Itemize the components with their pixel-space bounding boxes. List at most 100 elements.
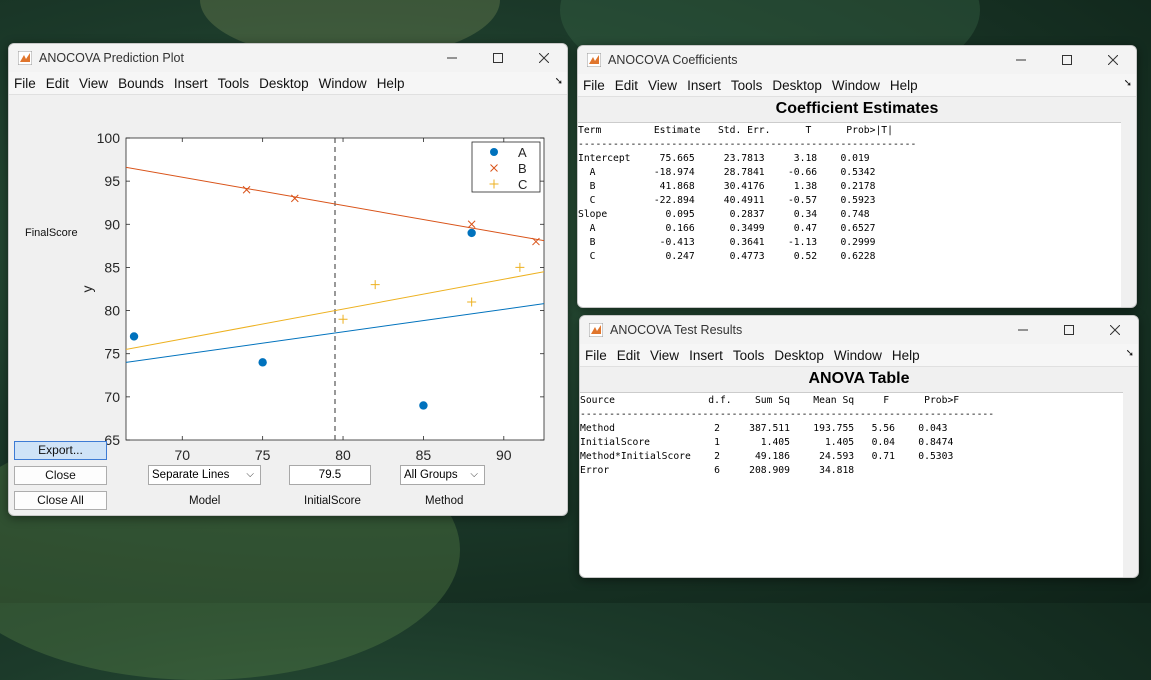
- menu-desktop[interactable]: Desktop: [772, 77, 822, 93]
- legend-label: A: [518, 145, 527, 160]
- export-button[interactable]: Export...: [14, 441, 107, 460]
- point-b: [532, 237, 540, 246]
- menu-help[interactable]: Help: [889, 77, 918, 93]
- prediction-plot[interactable]: 65 70 75 80 85 90 95 100 70 75 80 85 90 y ABC: [69, 130, 559, 460]
- close-icon[interactable]: [1090, 46, 1136, 74]
- anova-menubar: File Edit View Insert Tools Desktop Wind…: [580, 344, 1138, 367]
- anova-window: ANOCOVA Test Results File Edit View Inse…: [579, 315, 1139, 578]
- menu-window[interactable]: Window: [833, 347, 882, 363]
- dock-arrow-icon[interactable]: ➘: [1123, 78, 1132, 89]
- close-all-button[interactable]: Close All: [14, 491, 107, 510]
- point-b: [467, 220, 476, 229]
- y-tick-label: 85: [104, 259, 120, 275]
- table-row: Slope 0.095 0.2837 0.34 0.748: [578, 209, 870, 220]
- menu-view[interactable]: View: [650, 347, 680, 363]
- maximize-icon[interactable]: [1046, 316, 1092, 344]
- y-axis-label: y: [79, 286, 95, 293]
- legend-label: C: [518, 177, 527, 192]
- point-a: [258, 358, 267, 367]
- menu-help[interactable]: Help: [376, 75, 405, 91]
- menu-tools[interactable]: Tools: [217, 75, 250, 91]
- close-icon[interactable]: [521, 44, 567, 72]
- method-select-value: All Groups: [404, 469, 458, 481]
- menu-tools[interactable]: Tools: [732, 347, 765, 363]
- model-select[interactable]: Separate Lines ⌵: [148, 465, 261, 485]
- legend-marker: [489, 179, 499, 189]
- anova-table-rule: ----------------------------------------…: [580, 409, 995, 420]
- series-line-b: [126, 166, 544, 242]
- initial-score-value: 79.5: [318, 469, 342, 481]
- menu-help[interactable]: Help: [891, 347, 920, 363]
- coef-titlebar[interactable]: ANOCOVA Coefficients: [578, 46, 1136, 74]
- table-row: Method 2 387.511 193.755 5.56 0.043: [580, 423, 948, 434]
- point-c: [370, 280, 380, 290]
- anova-table-header: Source d.f. Sum Sq Mean Sq F Prob>F: [580, 395, 960, 406]
- menu-view[interactable]: View: [648, 77, 678, 93]
- point-a: [129, 332, 139, 341]
- y-tick-label: 80: [104, 303, 120, 319]
- dock-arrow-icon[interactable]: ➘: [554, 76, 563, 87]
- prediction-plot-window: ANOCOVA Prediction Plot File Edit View B…: [8, 43, 568, 516]
- method-label: Method: [425, 495, 464, 507]
- dock-arrow-icon[interactable]: ➘: [1125, 348, 1134, 359]
- chevron-down-icon: ⌵: [246, 469, 254, 480]
- method-select[interactable]: All Groups ⌵: [400, 465, 485, 485]
- table-row: Error 6 208.909 34.818: [580, 465, 855, 476]
- menu-edit[interactable]: Edit: [616, 347, 641, 363]
- legend-label: B: [518, 161, 527, 176]
- maximize-icon[interactable]: [475, 44, 521, 72]
- table-row: Intercept 75.665 23.7813 3.18 0.019: [578, 153, 870, 164]
- menu-insert[interactable]: Insert: [173, 75, 208, 91]
- menu-edit[interactable]: Edit: [45, 75, 70, 91]
- point-a: [467, 228, 476, 238]
- menu-file[interactable]: File: [14, 75, 36, 91]
- table-row: C -22.894 40.4911 -0.57 0.5923: [578, 195, 876, 206]
- menu-view[interactable]: View: [79, 75, 109, 91]
- plot-window-title: ANOCOVA Prediction Plot: [39, 51, 184, 65]
- plot-menubar: File Edit View Bounds Insert Tools Deskt…: [9, 72, 567, 95]
- point-c: [467, 297, 477, 307]
- menu-tools[interactable]: Tools: [730, 77, 763, 93]
- menu-window[interactable]: Window: [831, 77, 880, 93]
- menu-file[interactable]: File: [583, 77, 605, 93]
- legend-marker: [490, 148, 498, 156]
- close-icon[interactable]: [1092, 316, 1138, 344]
- model-select-value: Separate Lines: [152, 469, 230, 481]
- close-button[interactable]: Close: [14, 466, 107, 485]
- coefficients-window: ANOCOVA Coefficients File Edit View Inse…: [577, 45, 1137, 308]
- anova-titlebar[interactable]: ANOCOVA Test Results: [580, 316, 1138, 344]
- menu-insert[interactable]: Insert: [687, 77, 721, 93]
- plot-titlebar[interactable]: ANOCOVA Prediction Plot: [9, 44, 567, 72]
- x-tick-label: 85: [416, 447, 432, 460]
- model-label: Model: [189, 495, 221, 507]
- minimize-icon[interactable]: [998, 46, 1044, 74]
- x-tick-label: 80: [335, 447, 351, 460]
- y-tick-label: 70: [104, 389, 120, 405]
- menu-bounds[interactable]: Bounds: [118, 75, 164, 91]
- matlab-logo-icon: [18, 51, 32, 65]
- coef-table: Term Estimate Std. Err. T Prob>|T| -----…: [578, 122, 1121, 307]
- table-row: A 0.166 0.3499 0.47 0.6527: [578, 223, 876, 234]
- menu-window[interactable]: Window: [318, 75, 367, 91]
- matlab-logo-icon: [589, 323, 603, 337]
- anova-heading: ANOVA Table: [808, 370, 910, 387]
- menu-edit[interactable]: Edit: [614, 77, 639, 93]
- legend: [471, 141, 541, 193]
- series-line-a: [126, 303, 544, 363]
- initial-score-input[interactable]: 79.5: [289, 465, 371, 485]
- minimize-icon[interactable]: [429, 44, 475, 72]
- table-row: Method*InitialScore 2 49.186 24.593 0.71…: [580, 451, 954, 462]
- chevron-down-icon: ⌵: [470, 469, 478, 480]
- menu-desktop[interactable]: Desktop: [774, 347, 824, 363]
- y-tick-label: 95: [104, 173, 120, 189]
- response-label: FinalScore: [25, 227, 78, 239]
- minimize-icon[interactable]: [1000, 316, 1046, 344]
- table-row: A -18.974 28.7841 -0.66 0.5342: [578, 167, 876, 178]
- maximize-icon[interactable]: [1044, 46, 1090, 74]
- x-tick-label: 70: [174, 447, 190, 460]
- point-b: [242, 185, 251, 194]
- menu-insert[interactable]: Insert: [689, 347, 723, 363]
- table-row: InitialScore 1 1.405 1.405 0.04 0.8474: [580, 437, 954, 448]
- menu-file[interactable]: File: [585, 347, 607, 363]
- menu-desktop[interactable]: Desktop: [259, 75, 309, 91]
